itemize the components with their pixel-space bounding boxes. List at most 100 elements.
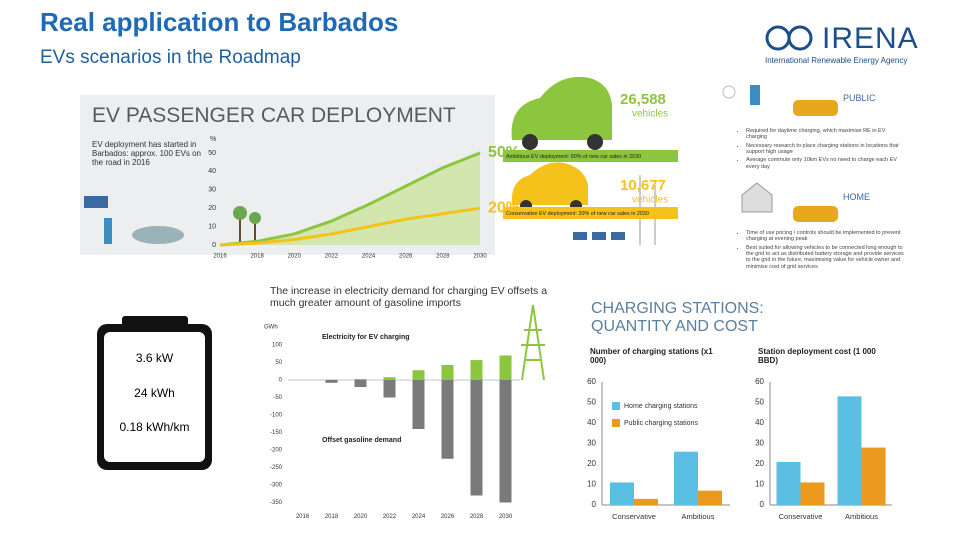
car-icon (793, 100, 838, 116)
bar (325, 380, 338, 383)
car-icon (793, 206, 838, 222)
y-tick-label: 30 (755, 439, 764, 448)
car-icon (132, 226, 184, 244)
x-tick-label: 2016 (296, 514, 310, 520)
logo-globe (765, 25, 791, 51)
chart-heading: The increase in electricity demand for c… (270, 285, 548, 310)
bar (441, 364, 454, 380)
line (219, 206, 481, 247)
bar (441, 380, 454, 459)
bar (499, 355, 512, 380)
y-tick-label: 10 (208, 223, 216, 230)
chart-note: EV deployment has started in Barbados: a… (92, 140, 201, 168)
y-tick-label: 100 (272, 343, 283, 349)
y-tick-label: 60 (755, 377, 764, 386)
chart-title: Station deployment cost (1 000 BBD) (758, 347, 876, 366)
x-tick-label: Ambitious (845, 512, 878, 521)
bar (470, 380, 483, 496)
charger-icon (750, 85, 760, 105)
house-icon (741, 182, 773, 213)
stock-value: 10,677 (620, 177, 666, 194)
series-label: Offset gasoline demand (322, 437, 401, 444)
bar (674, 451, 698, 505)
y-tick-label: 40 (755, 418, 764, 427)
y-tick-label: -150 (270, 430, 283, 436)
battery-spec: 0.18 kWh/km (119, 420, 190, 434)
y-tick-label: 40 (208, 168, 216, 175)
y-tick-label: 50 (587, 398, 596, 407)
y-tick-label: 20 (587, 459, 596, 468)
car-wheel (522, 134, 538, 150)
y-tick-label: -100 (270, 413, 283, 419)
bullet: Best suited for allowing vehicles to be … (746, 245, 908, 270)
x-tick-label: Conservative (779, 512, 823, 521)
x-tick-label: 2026 (441, 514, 455, 520)
y-tick-label: 30 (208, 187, 216, 194)
battery-face (104, 332, 205, 462)
bullet: Time of use pricing / controls should be… (746, 230, 908, 243)
stock-value: 26,588 (620, 91, 666, 108)
car-illustration (511, 162, 588, 205)
bar (354, 378, 367, 380)
x-tick-label: 2016 (213, 254, 227, 260)
y-tick-label: 40 (587, 418, 596, 427)
bullet: Necessary research to place charging sta… (746, 143, 908, 156)
bar (470, 360, 483, 380)
bar (499, 380, 512, 503)
pylon-icon (521, 304, 545, 381)
x-tick-label: 2024 (362, 254, 376, 260)
public-bullets: Required for daytime charging, which max… (738, 128, 908, 172)
x-tick-label: 2028 (436, 254, 450, 260)
bar (354, 380, 367, 387)
bar (861, 447, 886, 505)
y-axis-label: % (210, 136, 216, 143)
y-tick-label: 10 (587, 480, 596, 489)
legend-swatch (612, 419, 620, 427)
series-label: Ambitious EV deployment: 50% of new car … (506, 154, 641, 160)
y-tick-label: 20 (755, 459, 764, 468)
bar (837, 396, 862, 505)
bar (412, 380, 425, 429)
line (219, 151, 481, 247)
y-tick-label: -200 (270, 448, 283, 454)
x-tick-label: 2020 (354, 514, 368, 520)
y-tick-label: 30 (587, 439, 596, 448)
bar (776, 461, 801, 505)
y-tick-label: 0 (279, 378, 283, 384)
car-illustration (511, 76, 612, 140)
x-tick-label: 2018 (325, 514, 339, 520)
x-tick-label: 2018 (250, 254, 264, 260)
battery-spec: 24 kWh (134, 386, 175, 400)
charger-icon (104, 218, 112, 244)
bar (610, 482, 634, 505)
y-tick-label: -350 (270, 500, 283, 506)
x-tick-label: 2028 (470, 514, 484, 520)
y-tick-label: 0 (212, 242, 216, 249)
y-tick-label: 50 (755, 398, 764, 407)
y-tick-label: 0 (760, 500, 765, 509)
chart-title: EV PASSENGER CAR DEPLOYMENT (92, 104, 456, 127)
area (220, 153, 480, 245)
legend-box (503, 207, 678, 219)
legend-label: Home charging stations (624, 403, 698, 410)
x-tick-label: 2026 (399, 254, 413, 260)
bullet: Required for daytime charging, which max… (746, 128, 908, 141)
x-tick-label: 2022 (383, 514, 397, 520)
bar (698, 490, 722, 505)
y-tick-label: -50 (273, 395, 282, 401)
x-tick-label: 2030 (473, 254, 487, 260)
home-label: HOME (843, 192, 870, 202)
solar-panel-icon (573, 232, 587, 240)
charging-heading: CHARGING STATIONS: QUANTITY AND COST (591, 300, 764, 336)
bar (634, 498, 658, 505)
bar (383, 377, 396, 380)
y-tick-label: 10 (755, 480, 764, 489)
tree-icon (249, 212, 261, 224)
legend-label: Public charging stations (624, 420, 698, 427)
y-tick-label: 50 (208, 150, 216, 157)
car-wheel (587, 134, 603, 150)
legend-swatch (612, 402, 620, 410)
solar-panel-icon (611, 232, 625, 240)
